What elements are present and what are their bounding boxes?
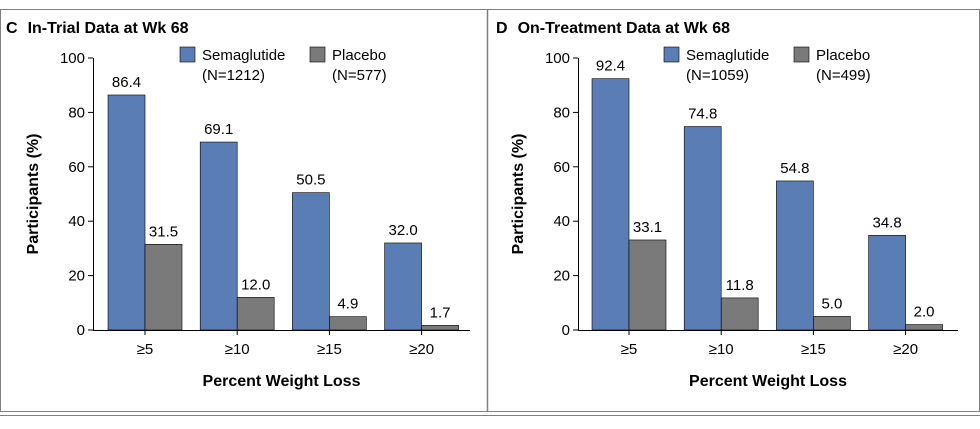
bar-semaglutide-0 [591,78,630,331]
data-label: 31.5 [149,223,178,240]
y-tick-label: 100 [60,50,85,67]
x-tick-label: ≥5 [621,341,638,358]
x-axis-title: Percent Weight Loss [203,373,361,390]
y-axis-title: Participants (%) [25,134,42,255]
y-tick-label: 40 [68,213,85,230]
x-tick-label: ≥5 [137,341,154,358]
y-tick-label: 0 [77,322,85,339]
legend-swatch-placebo [309,46,326,63]
x-tick-label: ≥10 [225,341,250,358]
data-label: 33.1 [633,219,662,236]
data-label: 86.4 [112,74,141,91]
legend-n-label: (N=1059) [686,67,749,84]
panel-title: C In-Trial Data at Wk 68 [6,20,189,37]
x-tick-label: ≥20 [893,341,918,358]
bar-semaglutide-0 [107,94,146,331]
data-label: 5.0 [821,295,842,312]
bar-placebo-0 [628,239,667,331]
data-label: 11.8 [726,277,754,294]
legend-swatch-semaglutide [663,46,680,63]
bar-semaglutide-2 [292,192,330,331]
bar-semaglutide-1 [199,141,238,331]
y-tick-label: 20 [553,268,570,285]
data-label: 12.0 [241,276,270,293]
bar-semaglutide-2 [776,180,814,331]
x-tick-label: ≥20 [409,341,434,358]
y-tick-label: 100 [545,50,570,67]
bar-placebo-2 [329,316,367,331]
legend-swatch-semaglutide [179,46,196,63]
bar-placebo-0 [144,244,183,331]
legend: Semaglutide (N=1212) Placebo (N=577) [179,46,387,84]
data-label: 54.8 [780,160,809,177]
y-tick-label: 40 [553,213,570,230]
x-tick-label: ≥10 [709,341,734,358]
legend-n-label: (N=577) [332,67,387,84]
x-axis-title: Percent Weight Loss [689,373,847,390]
bar-semaglutide-3 [384,242,422,331]
x-tick-label: ≥15 [801,341,826,358]
panel-letter: D [496,20,508,37]
bar-placebo-3 [905,324,943,331]
data-label: 74.8 [688,106,717,123]
data-label: 1.7 [430,304,451,321]
data-label: 4.9 [337,296,358,313]
y-tick-label: 60 [553,159,570,176]
data-label: 34.8 [872,214,901,231]
legend-n-label: (N=499) [816,67,871,84]
y-axis-title: Participants (%) [510,134,527,255]
legend-label: Placebo [332,47,386,64]
legend-label: Semaglutide [686,47,769,64]
legend-n-label: (N=1212) [202,67,265,84]
panel-title-text: On-Treatment Data at Wk 68 [518,20,731,37]
y-tick-label: 80 [68,104,85,121]
bar-semaglutide-1 [683,126,722,331]
data-label: 92.4 [596,58,625,75]
legend-label: Semaglutide [202,47,285,64]
legend-swatch-placebo [793,46,810,63]
data-label: 32.0 [388,222,417,239]
y-tick-label: 20 [68,268,85,285]
y-tick-label: 60 [68,159,85,176]
chart-panel-d: D On-Treatment Data at Wk 68 0 20 40 60 80 100 P… [496,20,958,390]
data-label: 50.5 [296,172,325,189]
panel-title: D On-Treatment Data at Wk 68 [496,20,730,37]
bar-semaglutide-3 [868,235,906,331]
y-tick-label: 80 [553,104,570,121]
data-label: 69.1 [204,121,233,138]
bar-placebo-3 [421,325,459,331]
bar-placebo-2 [813,316,851,331]
y-tick-label: 0 [562,322,570,339]
panel-letter: C [6,20,18,37]
panel-title-text: In-Trial Data at Wk 68 [28,20,189,37]
legend-label: Placebo [816,47,870,64]
bar-placebo-1 [236,297,275,331]
legend: Semaglutide (N=1059) Placebo (N=499) [663,46,871,84]
data-label: 2.0 [914,304,935,321]
x-tick-label: ≥15 [317,341,342,358]
chart-panel-c: C In-Trial Data at Wk 68 0 20 40 60 80 100 Parti… [6,20,470,390]
bar-placebo-1 [720,297,759,331]
